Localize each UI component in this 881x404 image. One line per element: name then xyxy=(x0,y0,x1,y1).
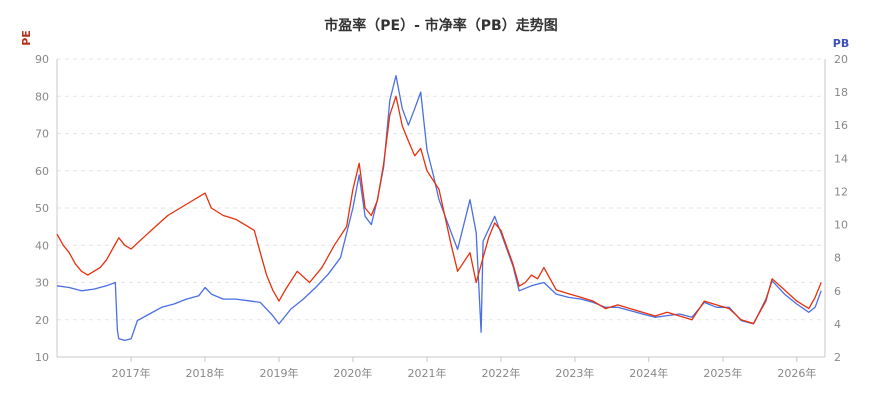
y-left-tick-label: 60 xyxy=(35,165,49,178)
y-left-tick-label: 30 xyxy=(35,277,49,290)
x-tick-label: 2018年 xyxy=(186,366,225,380)
x-axis: 2017年 2018年 2019年 2020年 2021年 2022年 2023年 2024年… xyxy=(112,357,816,380)
y-right-tick-label: 4 xyxy=(834,318,841,331)
y-left-tick-label: 90 xyxy=(35,53,49,66)
x-tick-label: 2019年 xyxy=(259,366,298,380)
x-tick-label: 2023年 xyxy=(555,366,594,380)
y-left-tick-label: 20 xyxy=(35,314,49,327)
y-left-tick-label: 10 xyxy=(35,351,49,364)
y-left-tick-label: 40 xyxy=(35,239,49,252)
y-right-tick-label: 8 xyxy=(834,252,841,265)
x-tick-label: 2020年 xyxy=(333,366,372,380)
y-right-tick-label: 6 xyxy=(834,285,841,298)
y-left-tick-label: 80 xyxy=(35,90,49,103)
y-left-tick-label: 70 xyxy=(35,128,49,141)
series-line-pb xyxy=(56,74,822,342)
x-tick-label: 2021年 xyxy=(408,366,447,380)
y-right-tick-label: 12 xyxy=(834,185,848,198)
x-tick-label: 2017年 xyxy=(112,366,151,380)
x-tick-label: 2022年 xyxy=(481,366,520,380)
y-right-axis-title: PB xyxy=(833,37,849,50)
x-tick-label: 2026年 xyxy=(777,366,816,380)
grid-lines xyxy=(56,58,826,358)
y-right-tick-label: 14 xyxy=(834,152,848,165)
x-tick-label: 2024年 xyxy=(629,366,668,380)
y-right-tick-label: 16 xyxy=(834,119,848,132)
y-right-axis: 2 4 6 8 10 12 14 16 18 20 xyxy=(834,53,848,364)
series-line-pe xyxy=(56,95,822,325)
y-right-tick-label: 2 xyxy=(834,351,841,364)
y-left-axis: 10 20 30 40 50 60 70 80 90 xyxy=(35,53,49,364)
y-right-tick-label: 10 xyxy=(834,219,848,232)
x-tick-label: 2025年 xyxy=(703,366,742,380)
y-left-axis-title: PE xyxy=(20,30,33,46)
y-right-tick-label: 18 xyxy=(834,86,848,99)
chart-title: 市盈率（PE）- 市净率（PB）走势图 xyxy=(324,17,557,34)
series-group xyxy=(56,74,822,342)
y-left-tick-label: 50 xyxy=(35,202,49,215)
y-right-tick-label: 20 xyxy=(834,53,848,66)
